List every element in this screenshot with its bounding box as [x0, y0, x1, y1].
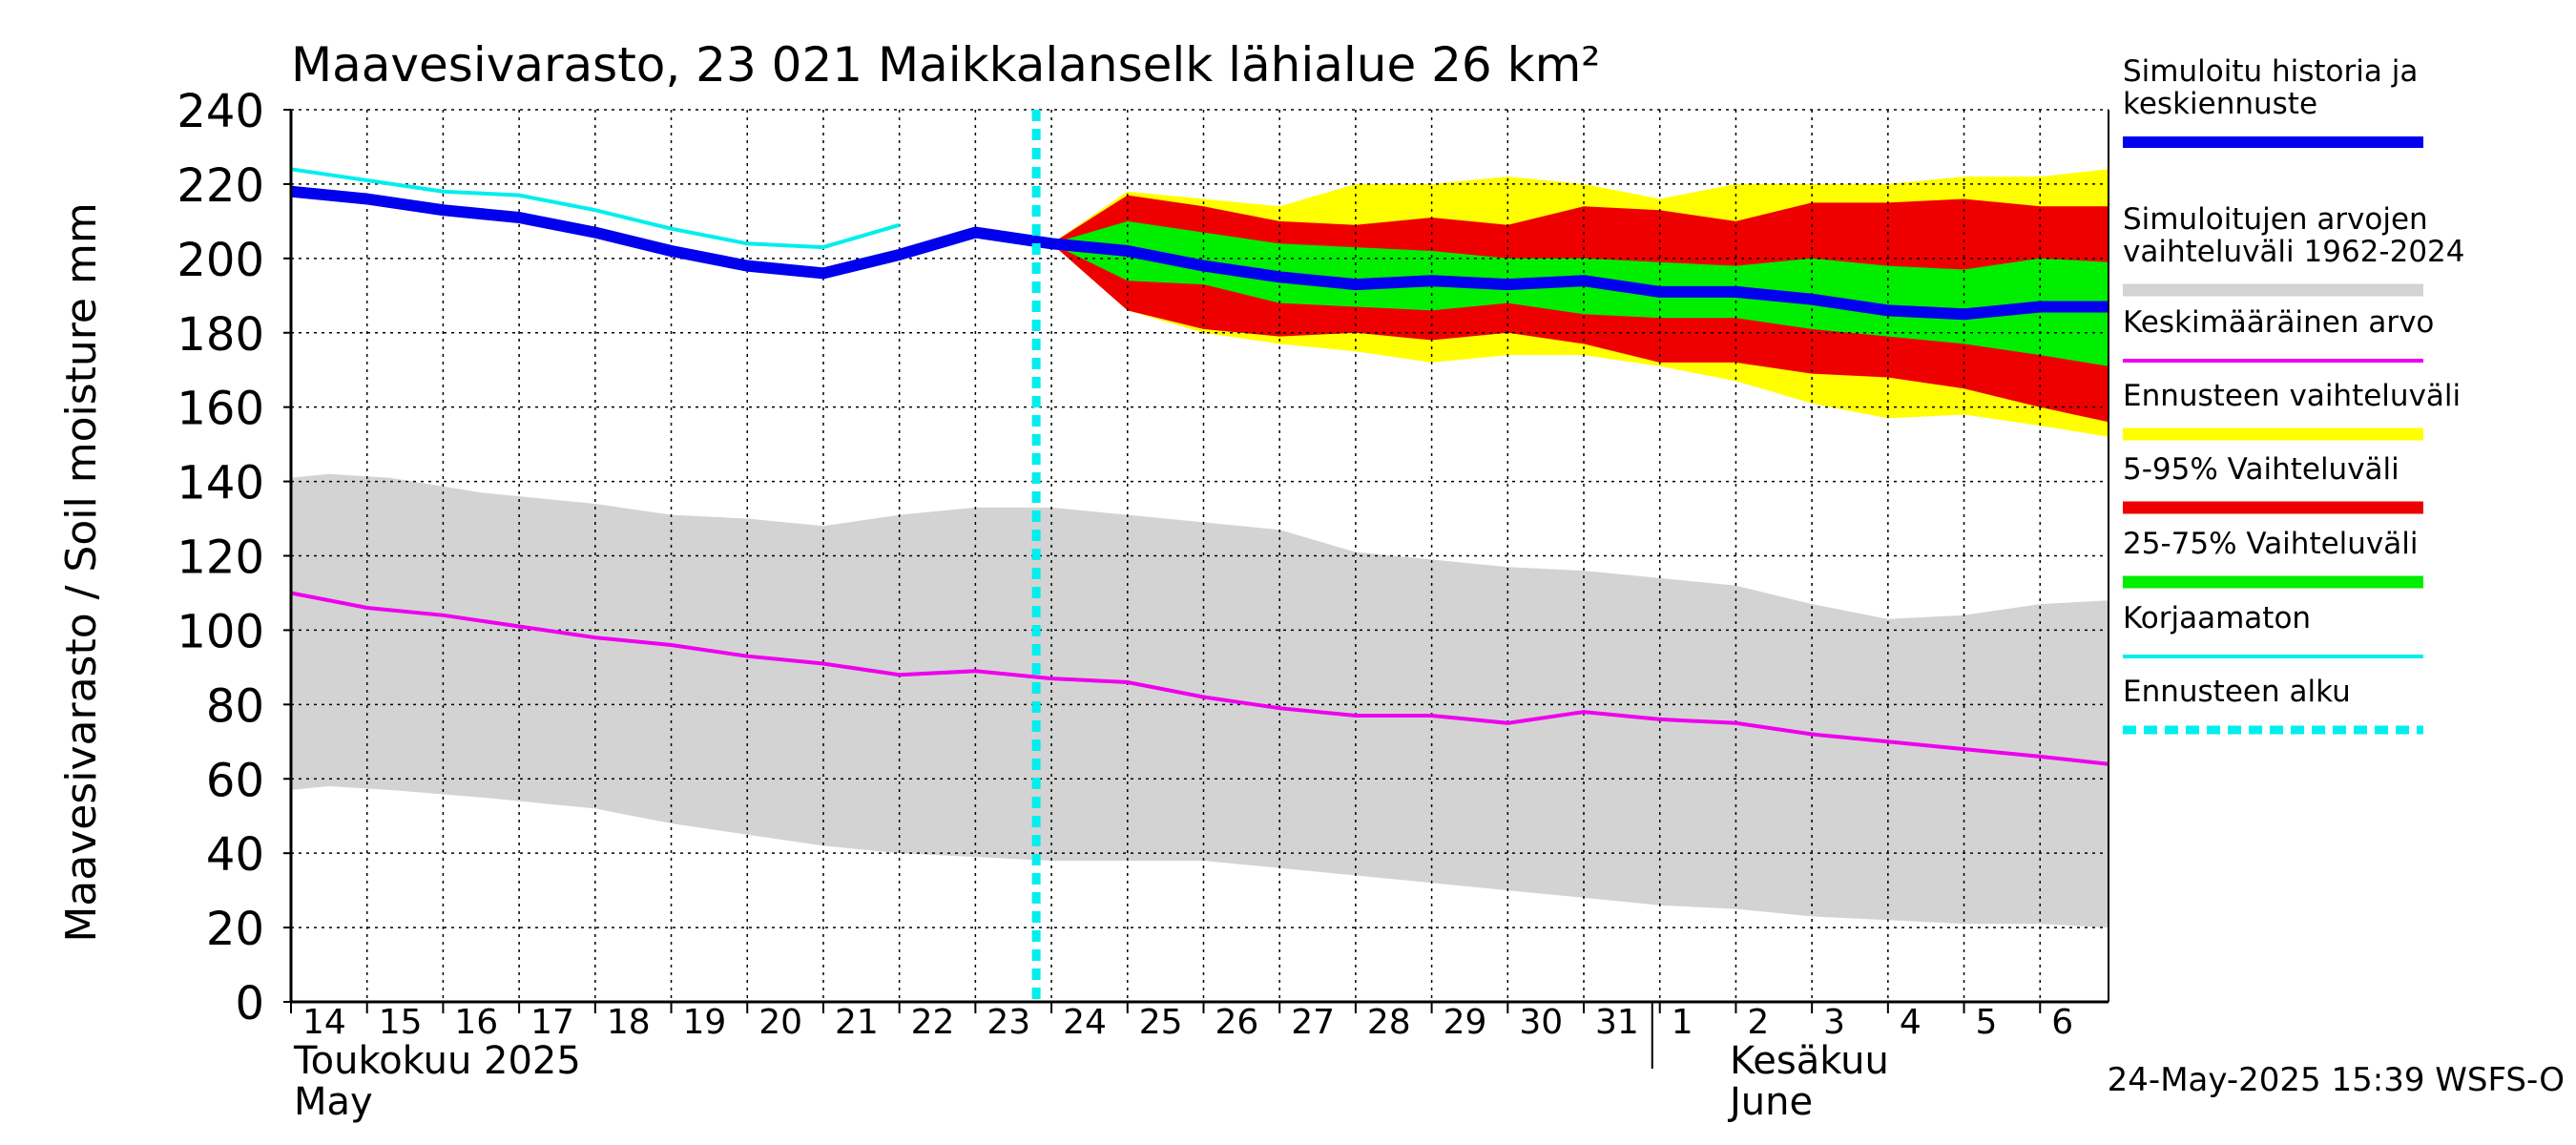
y-tick-label-120: 120 — [177, 531, 264, 585]
y-tick-label-240: 240 — [177, 85, 264, 138]
y-tick-label-80: 80 — [206, 679, 264, 733]
x-tick-label-23: 23 — [987, 1003, 1030, 1042]
x-tick-label-4: 4 — [1900, 1003, 1922, 1042]
x-tick-label-15: 15 — [379, 1003, 423, 1042]
x-tick-label-31: 31 — [1595, 1003, 1639, 1042]
x-tick-label-29: 29 — [1444, 1003, 1487, 1042]
legend-label-0: Simuloitu historia ja — [2123, 54, 2418, 89]
x-tick-label-19: 19 — [683, 1003, 727, 1042]
y-tick-label-60: 60 — [206, 754, 264, 807]
x-tick-label-5: 5 — [1976, 1003, 1998, 1042]
month-label-may-en: May — [294, 1080, 373, 1124]
y-tick-label-180: 180 — [177, 308, 264, 362]
legend-label-5: 25-75% Vaihteluväli — [2123, 527, 2419, 561]
y-tick-label-200: 200 — [177, 234, 264, 287]
legend-label-2: Keskimääräinen arvo — [2123, 305, 2434, 340]
legend-label-1: Simuloitujen arvojen — [2123, 202, 2428, 237]
legend-label-7: Ennusteen alku — [2123, 675, 2351, 709]
y-tick-label-220: 220 — [177, 159, 264, 213]
y-tick-label-40: 40 — [206, 828, 264, 882]
y-tick-label-100: 100 — [177, 605, 264, 658]
x-tick-label-20: 20 — [758, 1003, 802, 1042]
legend-label-3: Ennusteen vaihteluväli — [2123, 379, 2461, 413]
legend-label-1-line2: vaihteluväli 1962-2024 — [2123, 235, 2464, 269]
y-tick-label-140: 140 — [177, 457, 264, 510]
x-tick-label-28: 28 — [1367, 1003, 1411, 1042]
x-tick-label-6: 6 — [2051, 1003, 2073, 1042]
y-tick-label-160: 160 — [177, 383, 264, 436]
x-tick-label-14: 14 — [302, 1003, 346, 1042]
legend-label-6: Korjaamaton — [2123, 601, 2311, 635]
chart-title: Maavesivarasto, 23 021 Maikkalanselk läh… — [291, 37, 1600, 93]
grid-lines — [291, 109, 2109, 1002]
x-tick-label-2: 2 — [1747, 1003, 1769, 1042]
timestamp: 24-May-2025 15:39 WSFS-O — [2108, 1061, 2565, 1099]
y-tick-label-0: 0 — [235, 977, 264, 1030]
x-tick-label-18: 18 — [607, 1003, 651, 1042]
month-label-june-fi: Kesäkuu — [1730, 1039, 1889, 1083]
x-tick-label-17: 17 — [530, 1003, 574, 1042]
month-label-june-en: June — [1727, 1080, 1813, 1124]
p25-75-band — [1051, 220, 2109, 366]
month-label-may-fi: Toukokuu 2025 — [293, 1039, 581, 1083]
y-tick-label-20: 20 — [206, 903, 264, 956]
series-lines — [290, 110, 2109, 1002]
x-tick-label-21: 21 — [835, 1003, 879, 1042]
x-tick-label-25: 25 — [1139, 1003, 1183, 1042]
x-tick-label-16: 16 — [454, 1003, 498, 1042]
x-tick-label-22: 22 — [911, 1003, 955, 1042]
x-tick-label-24: 24 — [1063, 1003, 1107, 1042]
historical-range-band — [291, 473, 2109, 928]
x-tick-label-27: 27 — [1291, 1003, 1335, 1042]
simulated-line — [290, 185, 2109, 321]
y-axis-label: Maavesivarasto / Soil moisture mm — [57, 202, 106, 942]
uncorrected-line — [290, 167, 901, 250]
mean-line — [290, 591, 2109, 766]
x-tick-label-3: 3 — [1823, 1003, 1845, 1042]
legend-label-4: 5-95% Vaihteluväli — [2123, 452, 2399, 487]
legend-label-0-line2: keskiennuste — [2123, 87, 2317, 121]
x-tick-label-26: 26 — [1215, 1003, 1258, 1042]
x-tick-label-30: 30 — [1519, 1003, 1563, 1042]
range-bands — [291, 169, 2109, 928]
x-tick-label-1: 1 — [1672, 1003, 1693, 1042]
